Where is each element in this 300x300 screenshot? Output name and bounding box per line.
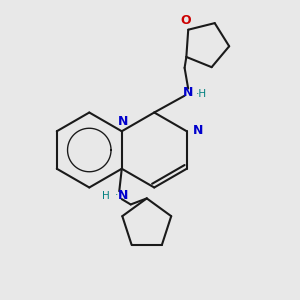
Text: H: H <box>102 190 110 200</box>
Text: ·: · <box>115 190 118 200</box>
Text: N: N <box>183 86 194 99</box>
Text: ·H: ·H <box>196 89 207 99</box>
Text: N: N <box>118 189 129 202</box>
Text: N: N <box>118 116 129 128</box>
Text: N: N <box>193 124 203 137</box>
Text: O: O <box>180 14 191 27</box>
